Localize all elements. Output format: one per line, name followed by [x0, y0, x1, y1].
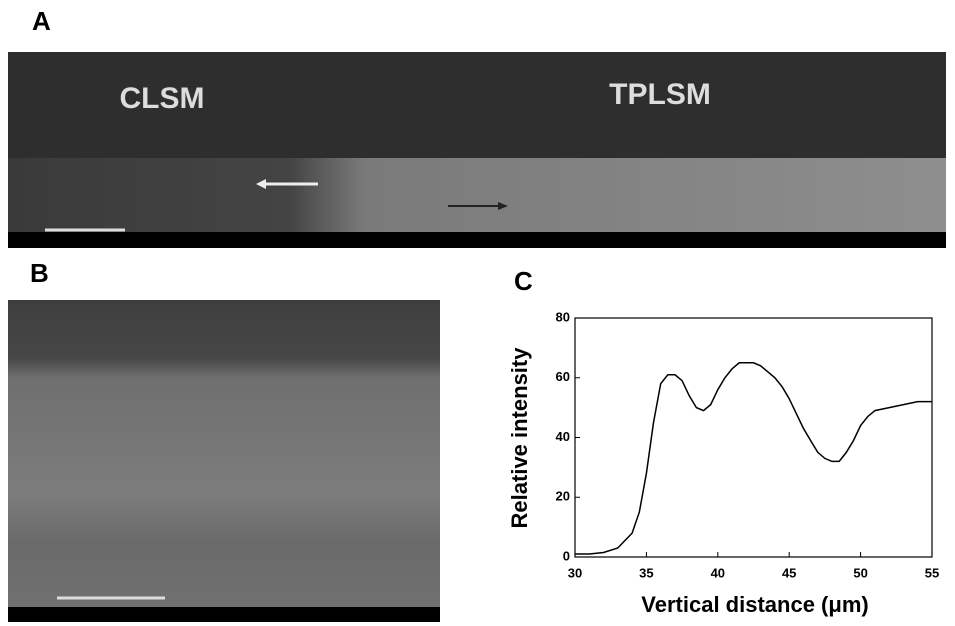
y-tick-label: 60	[556, 369, 570, 384]
x-tick-label: 55	[925, 565, 939, 580]
panel-label: A	[32, 6, 51, 36]
x-tick-label: 50	[853, 565, 867, 580]
arrow-head	[256, 179, 266, 189]
plot-frame	[574, 317, 933, 558]
x-tick-label: 45	[782, 565, 796, 580]
image-border	[8, 607, 440, 622]
image-text: CLSM	[120, 82, 205, 115]
x-tick-label: 35	[639, 565, 653, 580]
y-tick-label: 40	[556, 429, 570, 444]
arrow-head	[498, 202, 508, 210]
micrograph-band	[8, 158, 946, 234]
x-tick-label: 40	[711, 565, 725, 580]
data-line	[575, 362, 932, 555]
y-tick-label: 20	[556, 489, 570, 504]
micrograph	[8, 300, 440, 622]
line-chart: Vertical distance (μm) Relative intensit…	[507, 309, 939, 617]
y-tick-label: 0	[563, 548, 570, 563]
x-tick-label: 30	[568, 565, 582, 580]
panel-label: B	[30, 258, 49, 288]
image-border	[8, 232, 946, 248]
panel-label: C	[514, 266, 533, 296]
image-text: TPLSM	[609, 78, 711, 111]
y-axis-title: Relative intensity	[507, 347, 532, 529]
y-tick-label: 80	[556, 309, 570, 324]
x-axis-title: Vertical distance (μm)	[641, 592, 868, 617]
